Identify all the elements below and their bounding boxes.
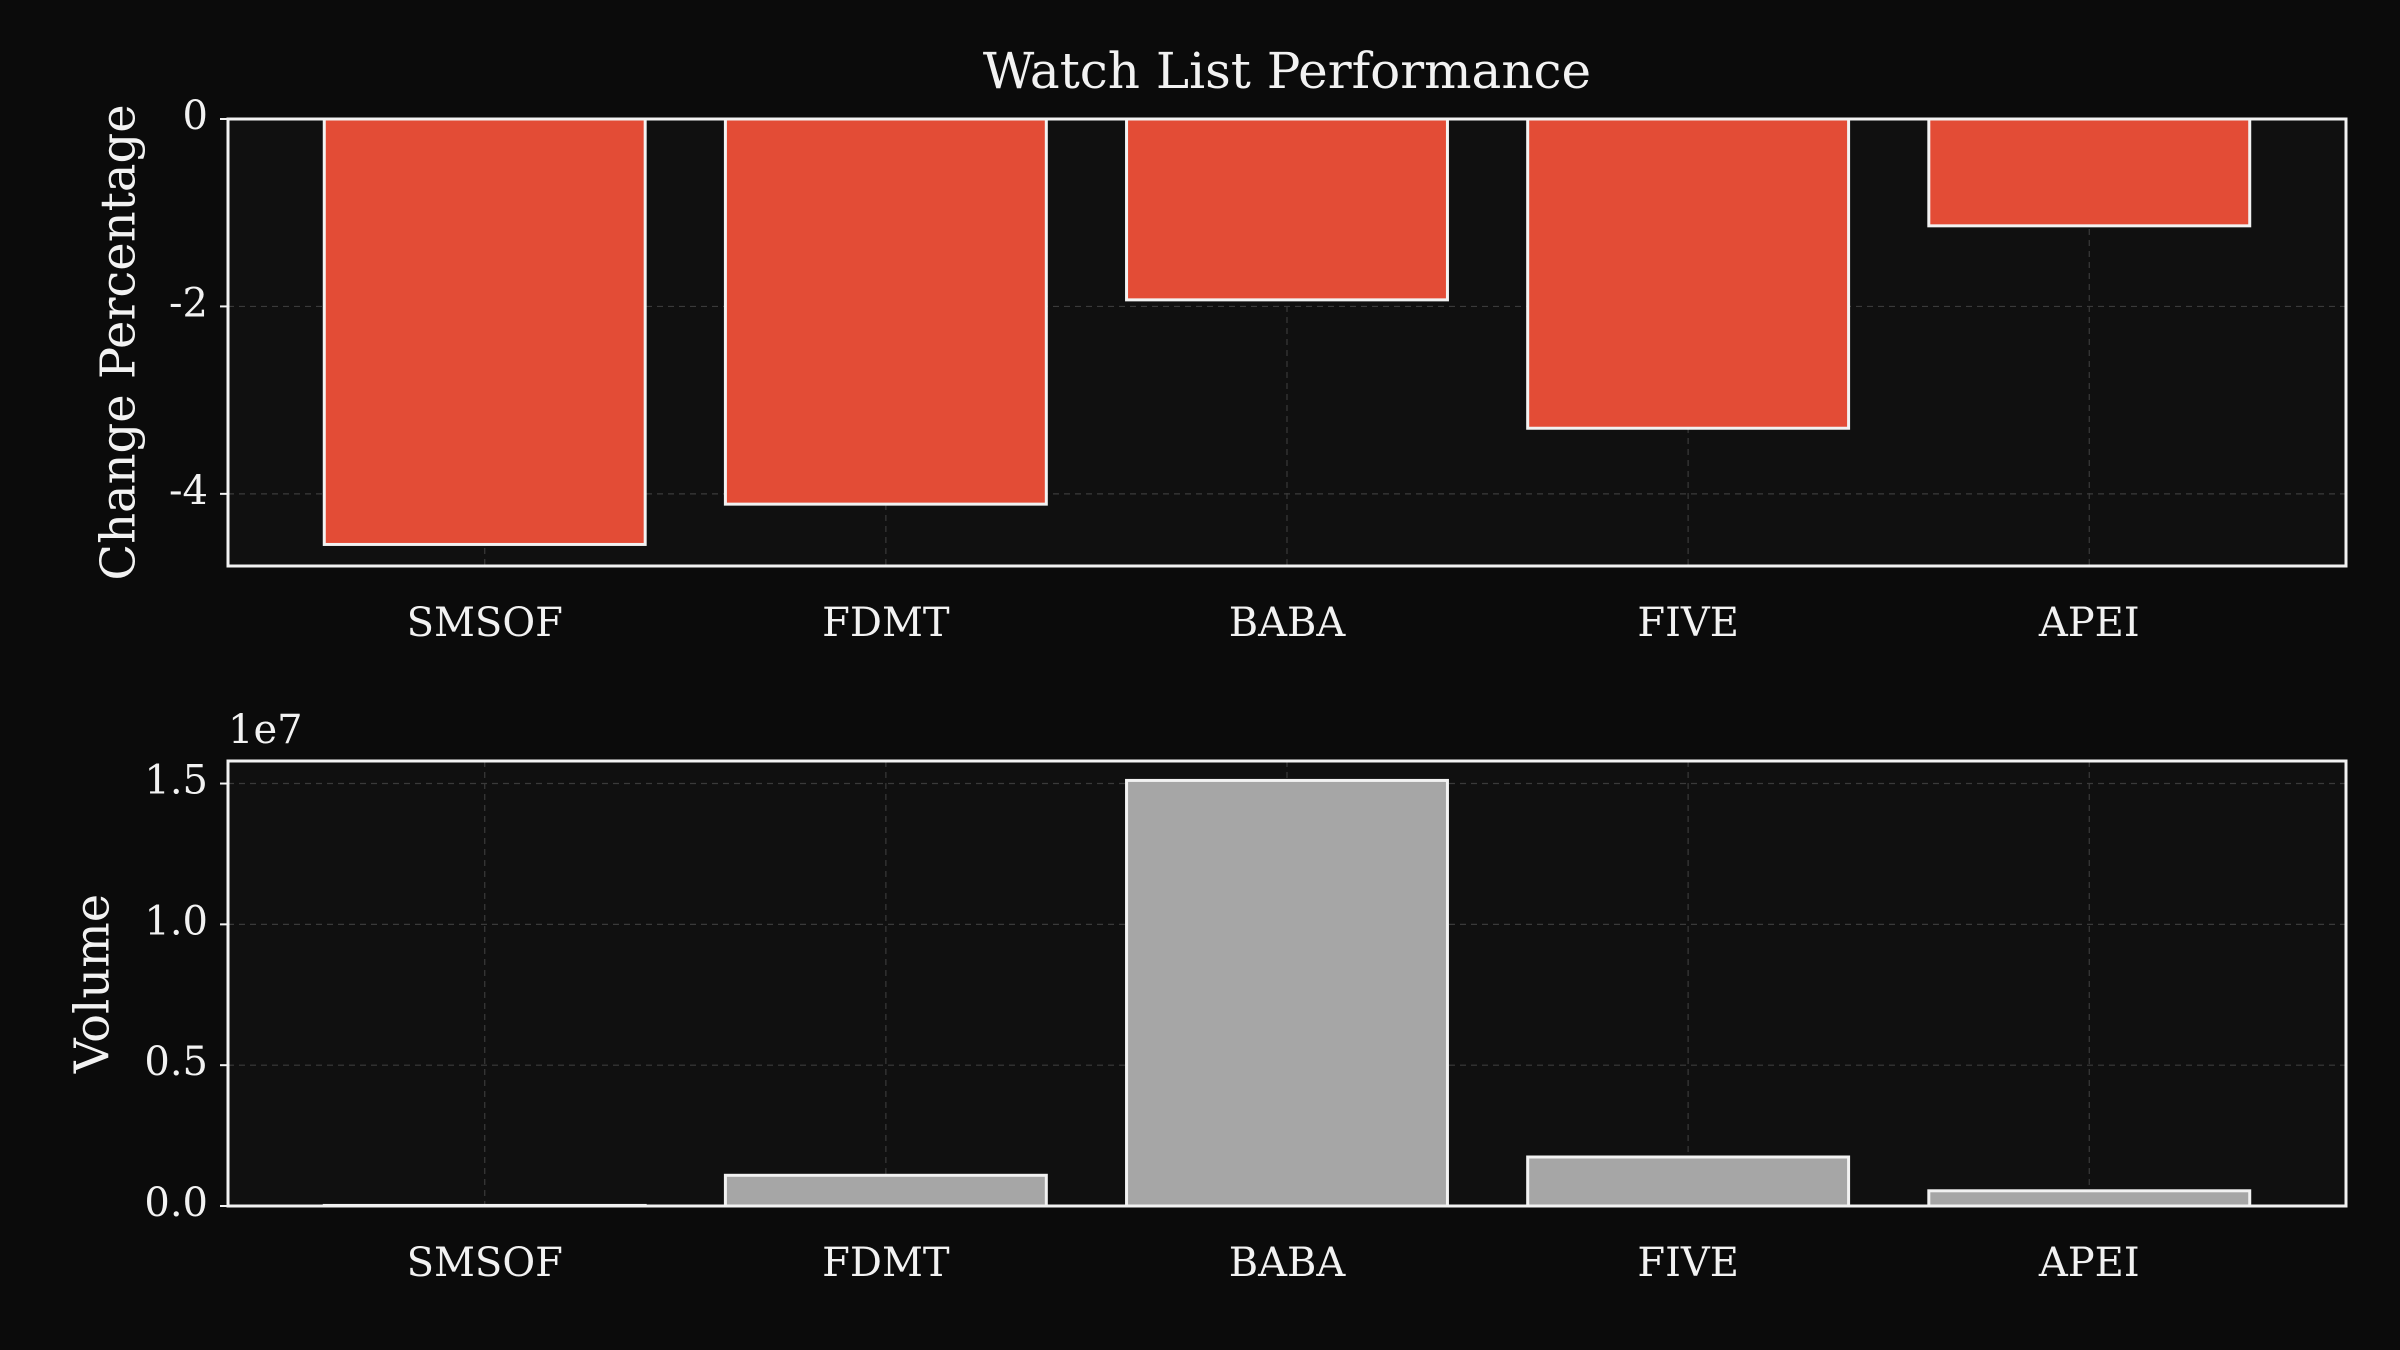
bar bbox=[1526, 117, 1851, 430]
y-tick-label: -4 bbox=[169, 468, 208, 514]
x-tick-label: BABA bbox=[1229, 600, 1347, 646]
y-tick-label: 0 bbox=[183, 93, 208, 139]
x-tick-label: FDMT bbox=[822, 1240, 950, 1286]
y-tick-label: -2 bbox=[169, 280, 208, 326]
x-tick-label: FIVE bbox=[1637, 1240, 1739, 1286]
bar bbox=[1927, 117, 2252, 228]
x-tick-label: APEI bbox=[2038, 1240, 2140, 1286]
x-tick-label: FDMT bbox=[822, 600, 950, 646]
x-tick-label: APEI bbox=[2038, 600, 2140, 646]
bar bbox=[1927, 1189, 2252, 1208]
bar bbox=[1125, 778, 1449, 1208]
axis-offset-label: 1e7 bbox=[228, 707, 303, 753]
bar bbox=[322, 117, 647, 546]
y-tick-label: 0.5 bbox=[144, 1039, 208, 1085]
bar bbox=[723, 1173, 1048, 1208]
y-tick-label: 1.5 bbox=[144, 758, 208, 804]
plot-frame bbox=[226, 117, 2348, 568]
x-tick-label: FIVE bbox=[1637, 600, 1739, 646]
y-axis-label: Volume bbox=[65, 894, 121, 1074]
x-tick-label: SMSOF bbox=[407, 1240, 563, 1286]
chart-title: Watch List Performance bbox=[983, 42, 1591, 100]
y-tick-label: 1.0 bbox=[144, 898, 208, 944]
bar bbox=[1526, 1155, 1851, 1208]
x-tick-label: BABA bbox=[1229, 1240, 1347, 1286]
x-tick-label: SMSOF bbox=[407, 600, 563, 646]
y-axis-label: Change Percentage bbox=[91, 104, 147, 580]
bar bbox=[1125, 117, 1449, 302]
plot-frame bbox=[226, 759, 2348, 1208]
bar bbox=[723, 117, 1048, 506]
y-tick-label: 0.0 bbox=[144, 1180, 208, 1226]
